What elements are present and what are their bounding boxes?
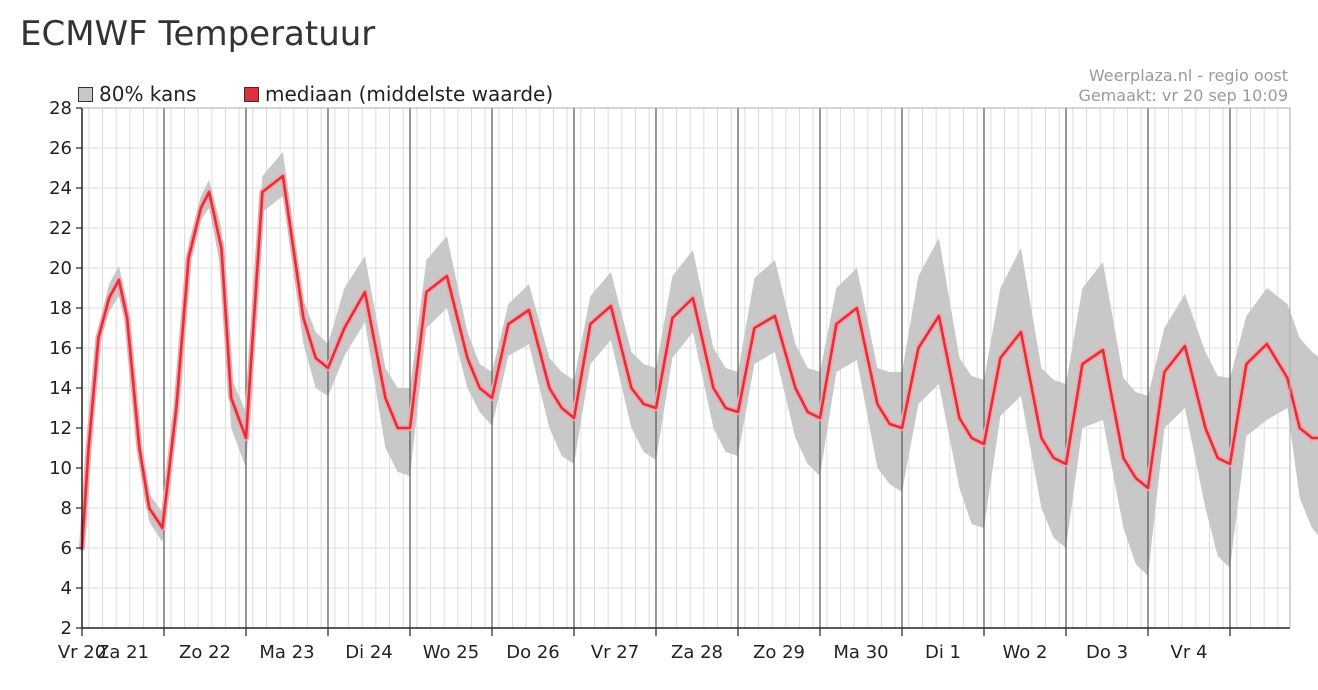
x-day-label: Za 21	[97, 642, 149, 663]
y-tick-label: 22	[49, 218, 72, 239]
page-title: ECMWF Temperatuur	[20, 14, 376, 54]
median-line	[80, 174, 1318, 550]
x-day-label: Vr 20	[58, 642, 106, 663]
x-day-label: Wo 2	[1003, 642, 1048, 663]
y-tick-label: 10	[49, 458, 72, 479]
y-tick-label: 18	[49, 298, 72, 319]
legend-item-median: mediaan (middelste waarde)	[244, 82, 553, 106]
credit-made: Gemaakt: vr 20 sep 10:09	[1078, 86, 1288, 105]
credit-source: Weerplaza.nl - regio oost	[1088, 66, 1288, 85]
y-tick-label: 16	[49, 338, 72, 359]
legend-label-band: 80% kans	[99, 82, 197, 106]
x-day-label: Do 26	[506, 642, 560, 663]
x-day-label: Di 24	[345, 642, 393, 663]
y-tick-label: 26	[49, 138, 72, 159]
y-tick-label: 12	[49, 418, 72, 439]
x-day-label: Ma 23	[259, 642, 314, 663]
x-day-label: Vr 27	[591, 642, 639, 663]
x-day-label: Za 28	[671, 642, 723, 663]
x-day-label: Do 3	[1086, 642, 1128, 663]
y-tick-label: 24	[49, 178, 72, 199]
y-tick-label: 14	[49, 378, 72, 399]
y-tick-label: 28	[49, 98, 72, 119]
legend-swatch-median	[244, 86, 259, 102]
legend-item-band: 80% kans	[78, 82, 196, 106]
y-tick-label: 20	[49, 258, 72, 279]
x-day-label: Zo 29	[753, 642, 805, 663]
y-tick-label: 4	[61, 578, 72, 599]
legend-label-median: mediaan (middelste waarde)	[265, 82, 554, 106]
y-tick-label: 2	[61, 618, 72, 639]
x-day-label: Vr 4	[1171, 642, 1208, 663]
x-day-label: Ma 30	[833, 642, 888, 663]
x-day-label: Di 1	[925, 642, 961, 663]
x-day-label: Wo 25	[423, 642, 479, 663]
x-day-label: Zo 22	[179, 642, 231, 663]
band-80-percent	[82, 152, 1318, 576]
legend-swatch-band	[78, 86, 93, 102]
y-tick-label: 8	[61, 498, 72, 519]
y-tick-label: 6	[61, 538, 72, 559]
